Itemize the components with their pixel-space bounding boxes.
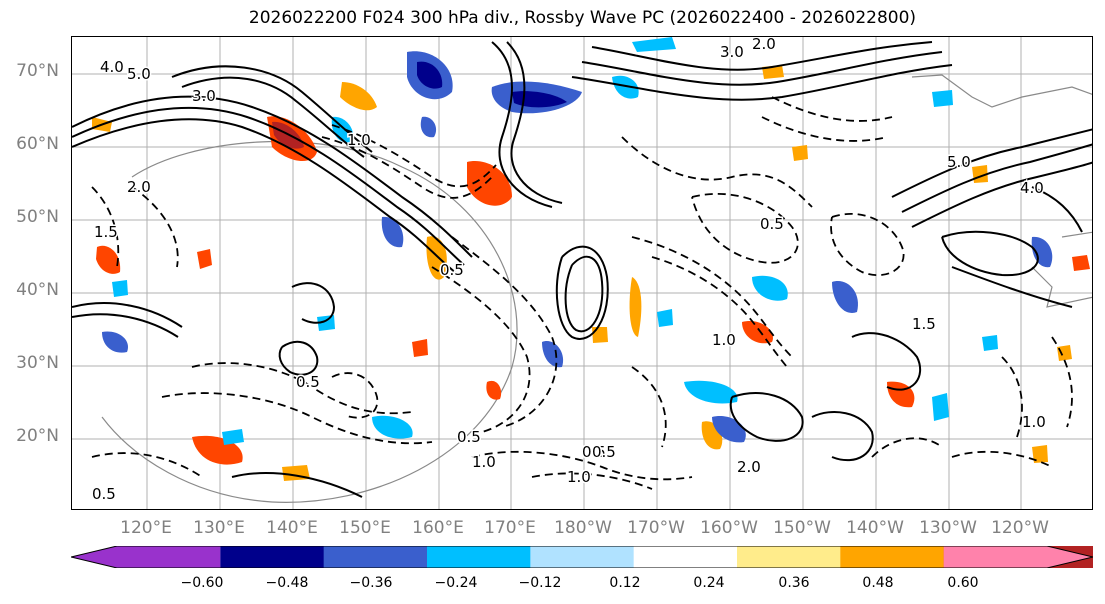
colorbar-tick-label: 0.60 xyxy=(947,575,979,591)
colorbar-tick-label: −0.24 xyxy=(434,575,478,591)
contour-label: 1.0 xyxy=(347,131,371,149)
contour-label: 0.5 xyxy=(592,443,616,461)
contour-label: 2.0 xyxy=(752,37,776,53)
contour-label: 0.5 xyxy=(457,428,481,446)
map-panel: 4.0 5.0 3.0 2.0 1.5 1.0 0.5 0.5 1.0 2.0 … xyxy=(71,36,1093,510)
colorbar-segments xyxy=(71,546,1093,568)
colorbar-tick-label: −0.60 xyxy=(180,575,224,591)
colorbar-segment xyxy=(943,546,1093,568)
colorbar-segment xyxy=(737,546,841,568)
contour-label: 3.0 xyxy=(192,87,216,105)
colorbar-tick-label: 0.48 xyxy=(862,575,894,591)
lon-label-150e: 150°E xyxy=(339,518,391,538)
lon-label-130w: 130°W xyxy=(919,518,977,538)
contour-label: 2.0 xyxy=(737,458,761,476)
solid-contours xyxy=(72,41,1092,498)
lon-label-140w: 140°W xyxy=(846,518,904,538)
map-canvas: 4.0 5.0 3.0 2.0 1.5 1.0 0.5 0.5 1.0 2.0 … xyxy=(72,37,1092,509)
lon-label-170e: 170°E xyxy=(484,518,536,538)
colorbar-segment xyxy=(840,546,945,568)
colorbar-tick-label: −0.12 xyxy=(518,575,562,591)
colorbar-segment xyxy=(220,546,325,568)
colorbar-tick-label: 0.36 xyxy=(778,575,810,591)
lat-label-60n: 60°N xyxy=(16,134,59,154)
contour-label: 1.5 xyxy=(94,223,118,241)
colorbar-segment xyxy=(633,546,738,568)
contour-label: 4.0 xyxy=(100,58,124,76)
lon-label-160e: 160°E xyxy=(412,518,464,538)
contour-label: 3.0 xyxy=(720,43,744,61)
lat-label-50n: 50°N xyxy=(16,207,59,227)
contour-label: 0.5 xyxy=(760,215,784,233)
contour-labels: 4.0 5.0 3.0 2.0 1.5 1.0 0.5 0.5 1.0 2.0 … xyxy=(91,37,1048,505)
contour-label: 0.5 xyxy=(440,261,464,279)
lat-label-30n: 30°N xyxy=(16,353,59,373)
colorbar-tick-label: −0.48 xyxy=(265,575,309,591)
contour-label: 0.5 xyxy=(582,443,606,461)
lon-label-120w: 120°W xyxy=(991,518,1049,538)
lon-label-140e: 140°E xyxy=(266,518,318,538)
contour-label: 1.5 xyxy=(912,315,936,333)
colorbar-tick-label: 0.12 xyxy=(609,575,641,591)
contour-label: 2.0 xyxy=(127,178,151,196)
contour-label: 5.0 xyxy=(947,153,971,171)
contour-label: 0.5 xyxy=(92,485,116,503)
colorbar-segment xyxy=(323,546,428,568)
lat-label-70n: 70°N xyxy=(16,61,59,81)
colorbar xyxy=(71,546,1093,568)
colorbar-tick-label: −0.36 xyxy=(349,575,393,591)
contour-label: 0.5 xyxy=(296,373,320,391)
colorbar-segment xyxy=(530,546,635,568)
contour-label: 4.0 xyxy=(1020,179,1044,197)
lon-label-170w: 170°W xyxy=(627,518,685,538)
colorbar-segment xyxy=(71,546,221,568)
lon-label-180w: 180°W xyxy=(554,518,612,538)
colorbar-tick-label: 0.24 xyxy=(693,575,725,591)
lon-label-150w: 150°W xyxy=(773,518,831,538)
contour-label: 1.0 xyxy=(712,331,736,349)
contour-label: 1.0 xyxy=(472,453,496,471)
lat-label-20n: 20°N xyxy=(16,426,59,446)
lon-label-130e: 130°E xyxy=(193,518,245,538)
coastlines xyxy=(101,74,1092,503)
lon-label-160w: 160°W xyxy=(700,518,758,538)
map-title: 2026022200 F024 300 hPa div., Rossby Wav… xyxy=(248,8,917,28)
lat-label-40n: 40°N xyxy=(16,280,59,300)
lon-label-120e: 120°E xyxy=(120,518,172,538)
contour-label: 1.0 xyxy=(1022,413,1046,431)
contour-label: 5.0 xyxy=(127,65,151,83)
dashed-contours xyxy=(91,96,1073,490)
colorbar-segment xyxy=(427,546,531,568)
contour-label: 1.0 xyxy=(567,468,591,486)
divergence-shading xyxy=(92,37,1090,481)
